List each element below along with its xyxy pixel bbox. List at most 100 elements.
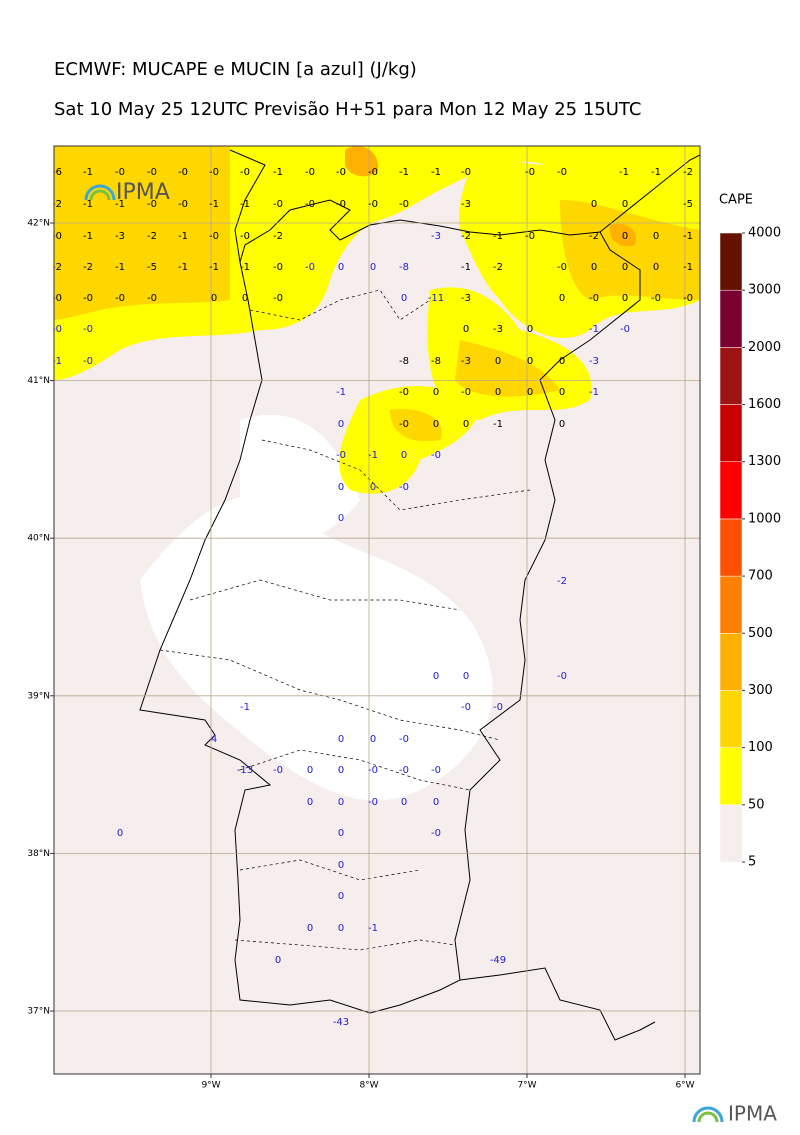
cin-label: -1: [209, 262, 219, 273]
cin-label: -1: [683, 262, 693, 273]
cin-label: -0: [399, 419, 409, 430]
cin-label: -0: [461, 387, 471, 398]
cin-label: 0: [653, 262, 659, 273]
map-frame: [53, 145, 701, 1075]
cin-label: -0: [147, 199, 157, 210]
lat-label: 37°N: [27, 1007, 50, 1017]
cin-label: -1: [493, 419, 503, 430]
cin-label: -0: [368, 199, 378, 210]
cin-label: 0: [338, 262, 344, 273]
colorbar-label: 1600: [748, 397, 781, 412]
cin-label: -3: [493, 324, 503, 335]
colorbar-label: 50: [748, 797, 765, 812]
cin-label: 0: [338, 765, 344, 776]
cin-label: -0: [273, 765, 283, 776]
lon-label: 8°W: [359, 1081, 378, 1091]
cin-label: -6: [52, 167, 62, 178]
colorbar-segment: [719, 747, 743, 806]
cin-label: -0: [399, 734, 409, 745]
cin-label: -1: [589, 387, 599, 398]
cin-label: -0: [525, 167, 535, 178]
cin-label: -49: [490, 955, 506, 966]
cin-label: -0: [336, 199, 346, 210]
cin-label: -0: [431, 765, 441, 776]
cin-label: -1: [431, 167, 441, 178]
cin-label: 0: [307, 923, 313, 934]
cin-label: -0: [336, 450, 346, 461]
cin-label: 0: [622, 262, 628, 273]
cin-label: 0: [338, 513, 344, 524]
lat-label: 38°N: [27, 849, 50, 859]
cin-label: 0: [527, 356, 533, 367]
cin-label: -0: [273, 199, 283, 210]
colorbar-label: 4000: [748, 226, 781, 241]
colorbar-label: 700: [748, 569, 773, 584]
lon-label: 9°W: [201, 1081, 220, 1091]
colorbar-segment: [719, 575, 743, 634]
cin-label: -0: [52, 324, 62, 335]
cin-label: -0: [147, 293, 157, 304]
cin-label: -2: [52, 262, 62, 273]
colorbar-segment: [719, 518, 743, 577]
cin-label: 0: [338, 734, 344, 745]
cin-label: 0: [559, 387, 565, 398]
cin-label: 0: [591, 262, 597, 273]
footer-logo: IPMA: [692, 1102, 777, 1126]
colorbar-label: 5: [748, 855, 756, 870]
cin-label: 0: [370, 262, 376, 273]
cin-label: -11: [428, 293, 444, 304]
cin-label: -0: [52, 293, 62, 304]
colorbar-label: 500: [748, 626, 773, 641]
cin-label: 0: [463, 419, 469, 430]
cin-label: -1: [115, 262, 125, 273]
cin-label: -0: [336, 167, 346, 178]
colorbar-segment: [719, 404, 743, 462]
cin-label: -0: [431, 450, 441, 461]
colorbar-segment: [719, 690, 743, 748]
cin-label: -1: [589, 324, 599, 335]
cin-label: -13: [237, 765, 253, 776]
cin-label: 0: [338, 419, 344, 430]
cin-label: -0: [620, 324, 630, 335]
colorbar-label: 3000: [748, 283, 781, 298]
cin-label: -1: [83, 231, 93, 242]
cin-label: 0: [622, 231, 628, 242]
cin-label: -1: [115, 199, 125, 210]
colorbar-segment: [719, 461, 743, 520]
cin-label: -0: [368, 765, 378, 776]
colorbar-label: 100: [748, 740, 773, 755]
cin-label: 0: [401, 797, 407, 808]
cin-label: 0: [275, 955, 281, 966]
cin-label: -8: [399, 262, 409, 273]
cin-label: -0: [557, 167, 567, 178]
lat-label: 41°N: [27, 376, 50, 386]
cin-label: -0: [305, 167, 315, 178]
cin-label: -0: [461, 167, 471, 178]
cin-label: -0: [589, 293, 599, 304]
cin-label: 0: [338, 923, 344, 934]
cin-label: -1: [399, 167, 409, 178]
cin-label: -0: [557, 671, 567, 682]
cin-label: -1: [368, 450, 378, 461]
cin-label: -0: [525, 231, 535, 242]
cin-label: -1: [178, 231, 188, 242]
footer-logo-text: IPMA: [728, 1102, 777, 1126]
cin-label: -2: [461, 231, 471, 242]
cin-label: -3: [115, 231, 125, 242]
cin-label: 0: [433, 419, 439, 430]
graticule: [54, 146, 700, 1074]
cin-label: -0: [52, 231, 62, 242]
cin-label: -0: [273, 262, 283, 273]
cin-label: 0: [495, 356, 501, 367]
cin-label: -0: [399, 387, 409, 398]
cin-label: -8: [431, 356, 441, 367]
cin-label: 0: [495, 387, 501, 398]
cin-label: -1: [683, 231, 693, 242]
cin-label: -1: [178, 262, 188, 273]
cin-label: -43: [333, 1017, 349, 1028]
map-field: -6 -1 -0 -0 -0 -0 -0 -1 -0 -0 -0 -1 -1 -0 -0 -0 -1 -1 -2 -2…: [52, 146, 700, 1074]
cin-label: -1: [52, 356, 62, 367]
cin-label: -0: [209, 231, 219, 242]
cin-label: 0: [622, 199, 628, 210]
cin-label: -0: [683, 293, 693, 304]
